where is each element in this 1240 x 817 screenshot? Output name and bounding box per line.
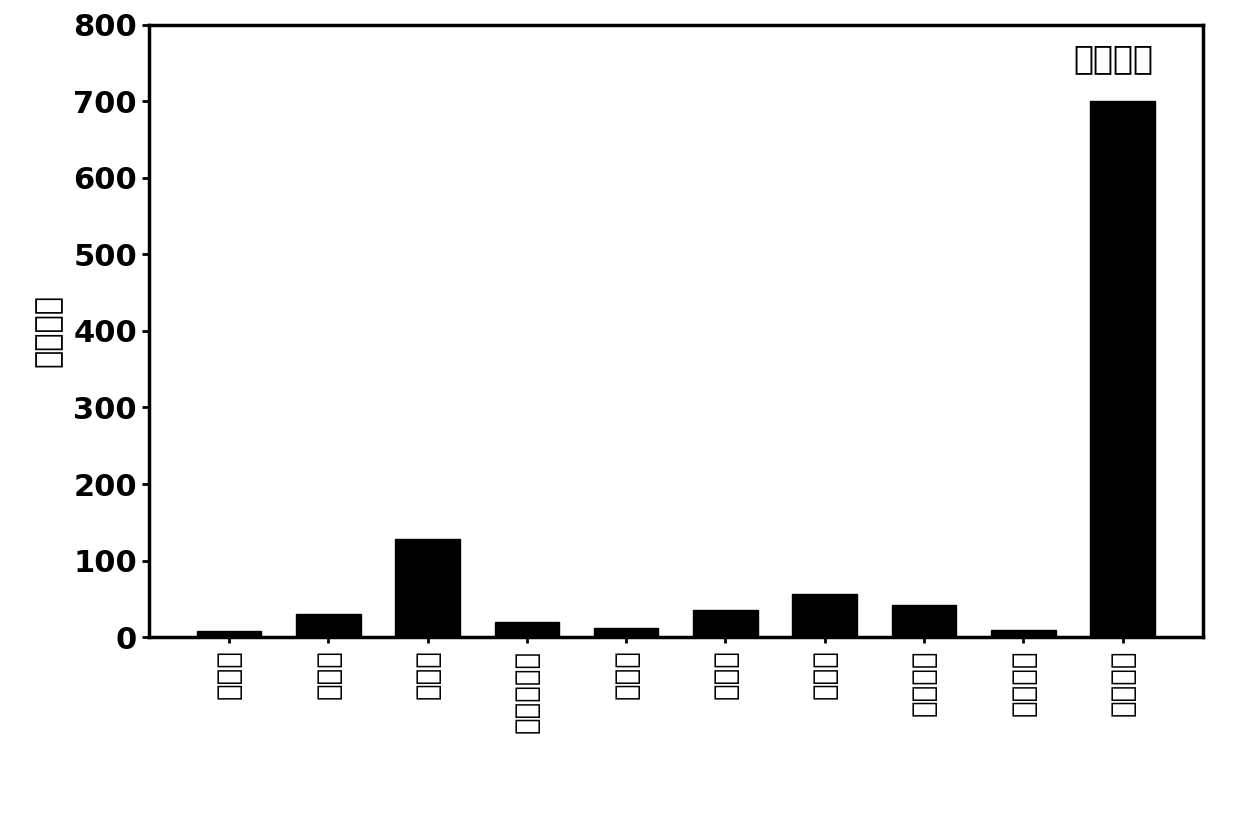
Text: 谷胱甘肽: 谷胱甘肽 — [910, 650, 937, 716]
Text: 过氧化氢: 过氧化氢 — [1109, 650, 1137, 716]
Bar — [396, 539, 460, 637]
Text: 磷酸根离子: 磷酸根离子 — [513, 650, 541, 733]
Bar — [495, 622, 559, 637]
Text: 过氧化氢: 过氧化氢 — [1073, 42, 1153, 75]
Text: 镁离子: 镁离子 — [215, 650, 243, 699]
Bar — [197, 632, 262, 637]
Text: 铁离子: 铁离子 — [414, 650, 441, 699]
Bar — [1090, 101, 1154, 637]
Bar — [594, 628, 658, 637]
Bar — [892, 605, 956, 637]
Bar — [693, 610, 758, 637]
Text: 抗坏血酸: 抗坏血酸 — [1009, 650, 1038, 716]
Text: 氯离子: 氯离子 — [613, 650, 640, 699]
Y-axis label: 相对强度: 相对强度 — [33, 294, 62, 368]
Bar — [991, 630, 1055, 637]
Text: 钙离子: 钙离子 — [314, 650, 342, 699]
Text: 甘氨酸: 甘氨酸 — [712, 650, 739, 699]
Text: 缬氨酸: 缬氨酸 — [811, 650, 838, 699]
Bar — [296, 614, 361, 637]
Bar — [792, 594, 857, 637]
